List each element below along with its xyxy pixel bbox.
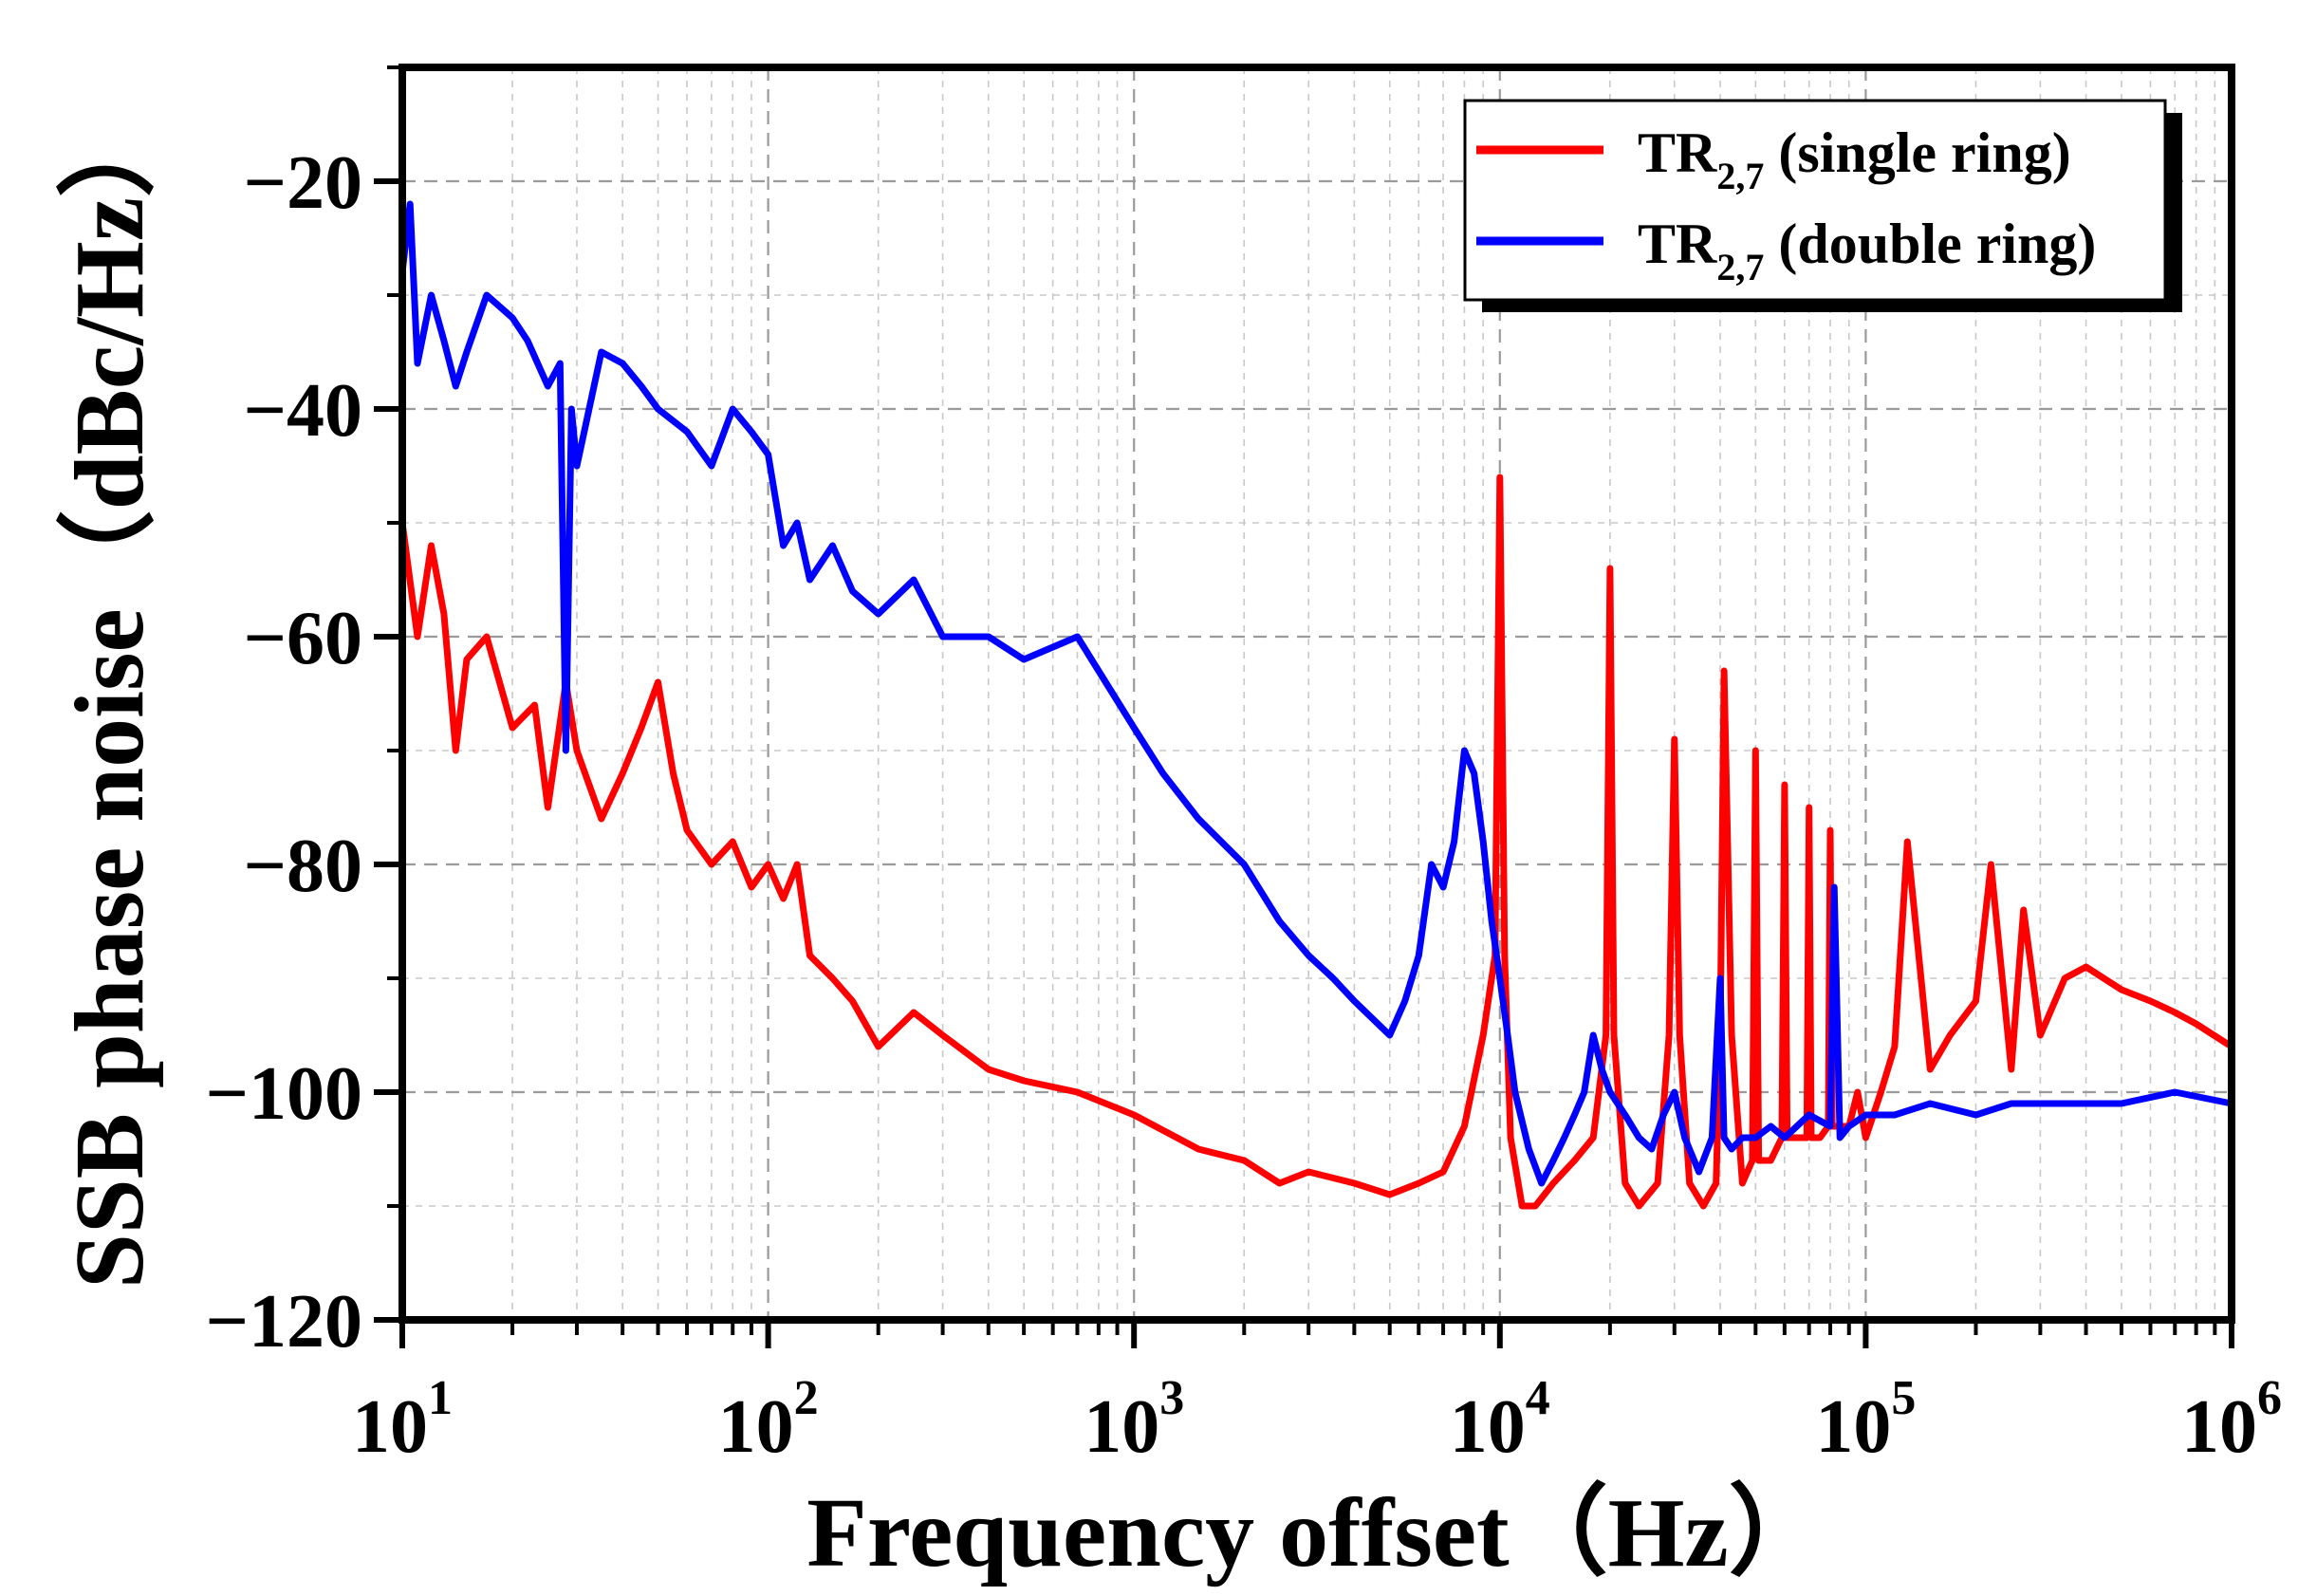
y-axis-label: SSB phase noise（dBc/Hz） xyxy=(55,99,164,1289)
x-tick-label-base: 10 xyxy=(1084,1385,1159,1469)
legend-label-double-ring-main: TR xyxy=(1638,213,1717,275)
x-tick-label: 105 xyxy=(1815,1371,1916,1469)
x-tick-label: 104 xyxy=(1450,1371,1550,1469)
y-tick-labels: −120 −100 −80 −60 −40 −20 xyxy=(205,141,362,1364)
legend-label-single-ring: TR2,7 (single ring) xyxy=(1638,121,2071,197)
legend-label-single-ring-subscript: 2,7 xyxy=(1716,155,1764,197)
x-tick-labels: 101 102 103 104 105 106 xyxy=(352,1371,2282,1469)
x-tick-label-exponent: 3 xyxy=(1159,1371,1184,1425)
y-tick-label: −80 xyxy=(243,825,362,908)
x-tick-label-base: 10 xyxy=(1450,1385,1526,1469)
x-tick-label: 102 xyxy=(718,1371,819,1469)
grid-lines xyxy=(402,67,2232,1320)
x-tick-label-exponent: 5 xyxy=(1891,1371,1916,1425)
y-tick-label: −100 xyxy=(205,1052,362,1136)
legend-label-double-ring-subscript: 2,7 xyxy=(1716,246,1764,288)
legend-label-double-ring-rest: (double ring) xyxy=(1764,213,2096,275)
x-axis-label: Frequency offset（Hz） xyxy=(806,1478,1826,1587)
x-tick-label-base: 10 xyxy=(1815,1385,1891,1469)
x-tick-label-exponent: 2 xyxy=(794,1371,819,1425)
y-tick-label: −40 xyxy=(243,369,362,453)
x-tick-label: 101 xyxy=(352,1371,453,1469)
y-tick-label: −60 xyxy=(243,597,362,680)
plot-frame xyxy=(398,64,2235,1324)
axis-ticks xyxy=(374,65,2234,1348)
x-tick-label-base: 10 xyxy=(352,1385,428,1469)
series-line-single-ring xyxy=(398,473,2235,1210)
plot-series xyxy=(398,200,2235,1210)
x-tick-label-base: 10 xyxy=(2181,1385,2257,1469)
legend-label-double-ring: TR2,7 (double ring) xyxy=(1638,213,2096,288)
y-tick-label: −120 xyxy=(205,1280,362,1364)
legend-box xyxy=(1463,99,2167,302)
y-tick-label: −20 xyxy=(243,141,362,225)
legend-label-single-ring-main: TR xyxy=(1638,121,1717,184)
series-line-double-ring xyxy=(398,200,2235,1187)
x-tick-label-base: 10 xyxy=(718,1385,794,1469)
x-tick-label-exponent: 1 xyxy=(428,1371,453,1425)
x-tick-label: 103 xyxy=(1084,1371,1184,1469)
x-tick-label-exponent: 6 xyxy=(2257,1371,2282,1425)
legend: TR2,7 (single ring) TR2,7 (double ring) xyxy=(1463,99,2182,312)
legend-label-single-ring-rest: (single ring) xyxy=(1764,121,2070,184)
x-tick-label: 106 xyxy=(2181,1371,2282,1469)
x-tick-label-exponent: 4 xyxy=(1526,1371,1550,1425)
